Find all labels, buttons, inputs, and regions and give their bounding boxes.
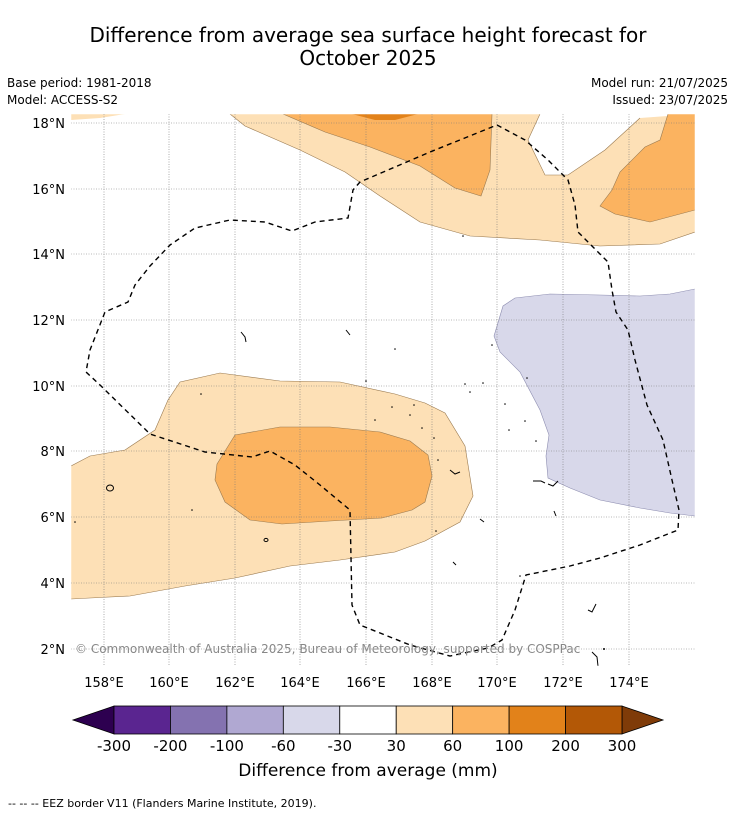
colorbar-segment xyxy=(282,705,341,735)
colorbar-segment xyxy=(226,705,284,735)
lat-tick-2: 2°N xyxy=(41,643,66,658)
lon-tick-164: 164°E xyxy=(280,676,320,691)
eez-border xyxy=(85,124,680,657)
colorbar-tick-label: -200 xyxy=(153,737,187,755)
anomaly-negative-east xyxy=(494,289,695,516)
map-title-line2: October 2025 xyxy=(299,46,437,70)
model-run: Model run: 21/07/2025 xyxy=(590,76,728,90)
colorbar-tick-label: 30 xyxy=(387,737,406,755)
lat-tick-4: 4°N xyxy=(41,577,66,592)
colorbar-tick-label: -300 xyxy=(97,737,131,755)
anomaly-60-100-north xyxy=(283,114,492,196)
lon-tick-174: 174°E xyxy=(609,676,649,691)
sea-level-anomaly-fields xyxy=(71,114,695,600)
lon-tick-168: 168°E xyxy=(412,676,452,691)
lon-tick-158: 158°E xyxy=(84,676,124,691)
colorbar-tick-label: 300 xyxy=(608,737,637,755)
colorbar-segment xyxy=(113,705,171,735)
colorbar-tick-label: -60 xyxy=(271,737,296,755)
colorbar-tick-label: 200 xyxy=(551,737,580,755)
colorbar-title: Difference from average (mm) xyxy=(238,761,498,781)
lat-tick-12: 12°N xyxy=(32,314,65,329)
eez-footnote: -- -- -- EEZ border V11 (Flanders Marine… xyxy=(8,797,317,810)
lat-tick-10: 10°N xyxy=(32,380,65,395)
colorbar-tick-label: -100 xyxy=(210,737,244,755)
colorbar-segment xyxy=(508,705,566,735)
graticule xyxy=(71,114,695,666)
colorbar-segment xyxy=(565,705,623,735)
anomaly-60-100-central xyxy=(215,427,432,524)
lat-tick-18: 18°N xyxy=(32,117,65,132)
island-dots xyxy=(74,235,605,650)
issued-date: Issued: 23/07/2025 xyxy=(612,93,728,107)
base-period: Base period: 1981-2018 xyxy=(7,76,152,90)
colorbar-tick-label: -30 xyxy=(328,737,353,755)
colorbar-segment xyxy=(395,705,454,735)
colorbar-segment xyxy=(170,705,228,735)
anomaly-60-100-northeast xyxy=(600,114,695,222)
lat-tick-6: 6°N xyxy=(41,511,66,526)
lon-tick-160: 160°E xyxy=(149,676,189,691)
lat-tick-16: 16°N xyxy=(32,183,65,198)
colorbar: -300 -200 -100 -60 -30 30 60 100 200 300 xyxy=(71,705,665,755)
colorbar-tick-label: 60 xyxy=(443,737,462,755)
latitude-ticks: 18°N 16°N 14°N 12°N 10°N 8°N 6°N 4°N 2°N xyxy=(32,117,65,658)
lat-tick-8: 8°N xyxy=(41,445,66,460)
lat-tick-14: 14°N xyxy=(32,248,65,263)
colorbar-over-arrow xyxy=(621,705,665,735)
colorbar-segment xyxy=(339,705,397,735)
map-frame xyxy=(70,113,696,667)
map-title-line1: Difference from average sea surface heig… xyxy=(89,23,647,47)
longitude-ticks: 158°E 160°E 162°E 164°E 166°E 168°E 170°… xyxy=(84,676,649,691)
colorbar-tick-label: 100 xyxy=(495,737,524,755)
lon-tick-170: 170°E xyxy=(477,676,517,691)
model-name: Model: ACCESS-S2 xyxy=(7,93,119,107)
lon-tick-166: 166°E xyxy=(346,676,386,691)
colorbar-segment xyxy=(452,705,510,735)
colorbar-under-arrow xyxy=(71,705,115,735)
copyright-notice: © Commonwealth of Australia 2025, Bureau… xyxy=(75,642,580,656)
lon-tick-162: 162°E xyxy=(215,676,255,691)
islands xyxy=(106,329,599,667)
anomaly-30-60-northwest-sliver xyxy=(71,114,125,120)
lon-tick-172: 172°E xyxy=(543,676,583,691)
anomaly-100-200-north xyxy=(352,114,418,120)
